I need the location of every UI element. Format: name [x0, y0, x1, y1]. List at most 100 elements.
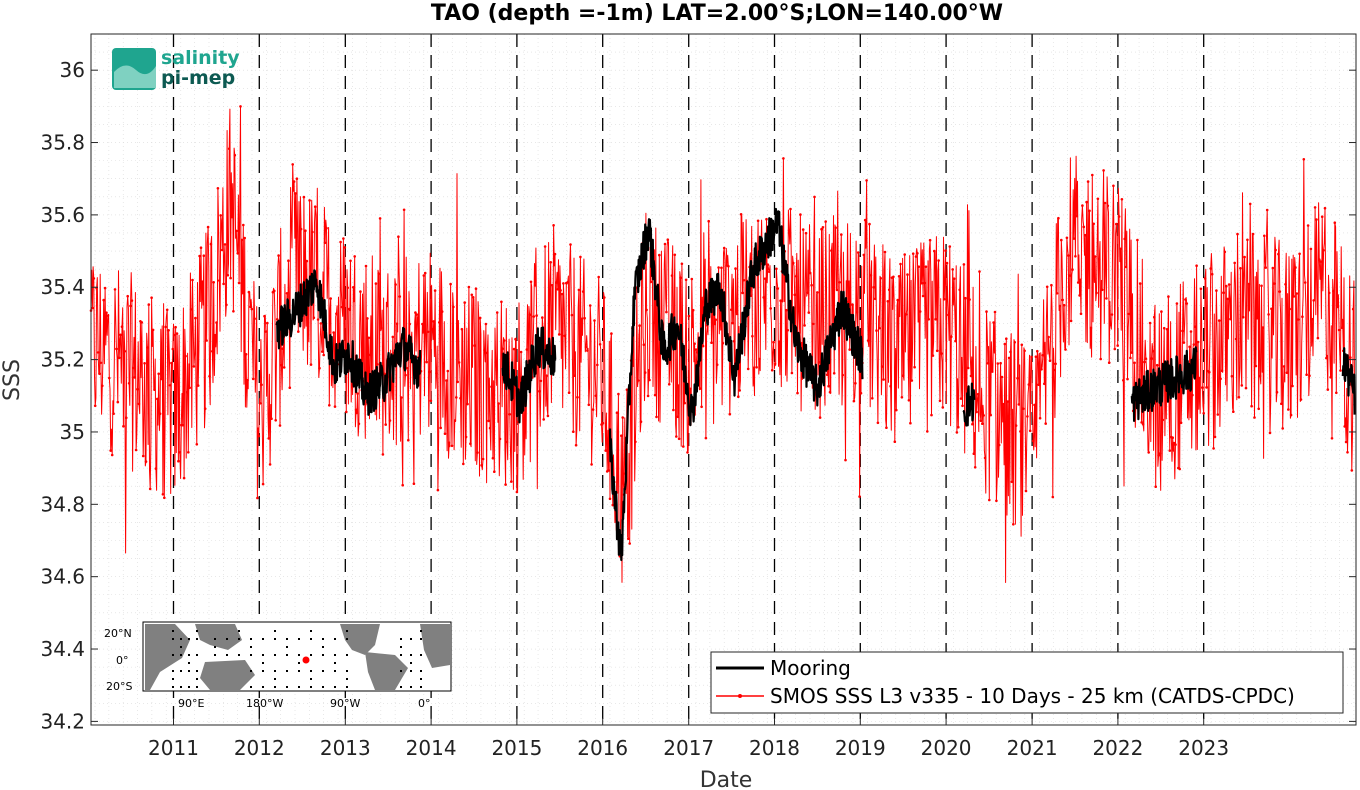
smos-point [347, 307, 351, 311]
smos-point [642, 343, 646, 347]
smos-point [304, 229, 307, 232]
smos-point [528, 313, 531, 317]
inset-land-north-america [340, 624, 380, 655]
smos-point [525, 348, 529, 351]
smos-point [1116, 344, 1119, 347]
smos-point [879, 277, 882, 280]
inset-mooring-dot [322, 686, 324, 688]
smos-point [730, 308, 733, 312]
smos-point [533, 284, 537, 287]
smos-point [986, 362, 990, 365]
smos-point [270, 417, 273, 421]
inset-mooring-dot [214, 654, 216, 656]
inset-mooring-dot [274, 654, 276, 656]
smos-point [326, 266, 330, 270]
y-tick-label: 36 [60, 58, 85, 82]
smos-point [567, 391, 571, 395]
inset-mooring-dot [196, 630, 198, 632]
smos-point [878, 326, 881, 330]
smos-point [1083, 233, 1087, 237]
smos-point [253, 317, 256, 321]
smos-point [1038, 416, 1042, 420]
smos-point [895, 408, 898, 412]
smos-point [106, 314, 110, 317]
smos-point [1113, 347, 1117, 351]
smos-point [698, 387, 702, 390]
smos-point [457, 361, 461, 364]
smos-point [274, 419, 278, 422]
smos-point [261, 482, 265, 486]
smos-point [1103, 201, 1107, 205]
smos-point [590, 463, 593, 466]
smos-point [855, 310, 859, 314]
smos-point [1330, 437, 1334, 440]
smos-point [1188, 345, 1191, 349]
smos-point [127, 382, 131, 385]
smos-point [840, 233, 843, 236]
smos-point [123, 350, 127, 353]
smos-point [325, 226, 328, 230]
smos-point [615, 411, 619, 415]
smos-point [1192, 343, 1196, 346]
smos-point [906, 273, 909, 276]
smos-point [1088, 209, 1091, 213]
smos-point [1000, 375, 1004, 379]
smos-point [830, 249, 833, 252]
smos-point [1055, 292, 1059, 295]
smos-point [555, 281, 558, 284]
smos-point [810, 283, 813, 287]
smos-point [1182, 341, 1186, 344]
smos-point [1009, 350, 1012, 354]
inset-mooring-dot [420, 678, 422, 680]
smos-point [924, 265, 928, 269]
smos-point [384, 423, 388, 426]
smos-point [897, 275, 901, 278]
smos-point [621, 416, 624, 419]
smos-point [944, 249, 947, 252]
smos-point [806, 291, 809, 295]
smos-point [218, 279, 221, 282]
smos-point [1311, 317, 1314, 321]
smos-point [453, 419, 457, 422]
smos-point [1351, 307, 1355, 311]
smos-point [811, 322, 815, 326]
smos-point [1079, 312, 1083, 316]
logo-line-2: pi-mep [161, 67, 235, 89]
smos-point [580, 317, 584, 321]
smos-point [1057, 216, 1060, 220]
smos-point [154, 467, 158, 470]
smos-point [707, 219, 710, 223]
axis-ticks: 2011 2012 2013 2014 2015 2016 2017 2018 2019 2020… [40, 58, 1356, 760]
smos-point [308, 199, 311, 202]
smos-point [566, 281, 569, 284]
smos-point [951, 268, 954, 271]
smos-point [267, 437, 271, 440]
smos-point [1136, 238, 1139, 242]
smos-point [636, 379, 640, 382]
smos-point [229, 276, 232, 280]
smos-point [291, 163, 295, 166]
smos-point [1140, 421, 1143, 424]
smos-point [1208, 370, 1211, 374]
smos-point [959, 397, 963, 400]
smos-point [997, 443, 1001, 447]
smos-point [735, 312, 739, 316]
inset-mooring-dot [250, 646, 252, 648]
smos-point [579, 255, 582, 259]
smos-point [1336, 305, 1339, 309]
smos-point [232, 310, 235, 313]
smos-point [466, 402, 469, 406]
smos-point [93, 404, 97, 408]
smos-point [920, 281, 923, 285]
smos-point [1158, 452, 1162, 455]
inset-lon-label-3: 90°W [330, 697, 360, 710]
smos-point [1068, 274, 1071, 277]
smos-point [175, 332, 179, 335]
smos-point [889, 384, 892, 388]
y-tick-label: 34.8 [40, 492, 85, 516]
inset-mooring-dot [346, 630, 348, 632]
smos-point [1129, 356, 1132, 360]
smos-point [366, 317, 369, 320]
smos-point [700, 405, 703, 409]
smos-point [342, 237, 345, 240]
